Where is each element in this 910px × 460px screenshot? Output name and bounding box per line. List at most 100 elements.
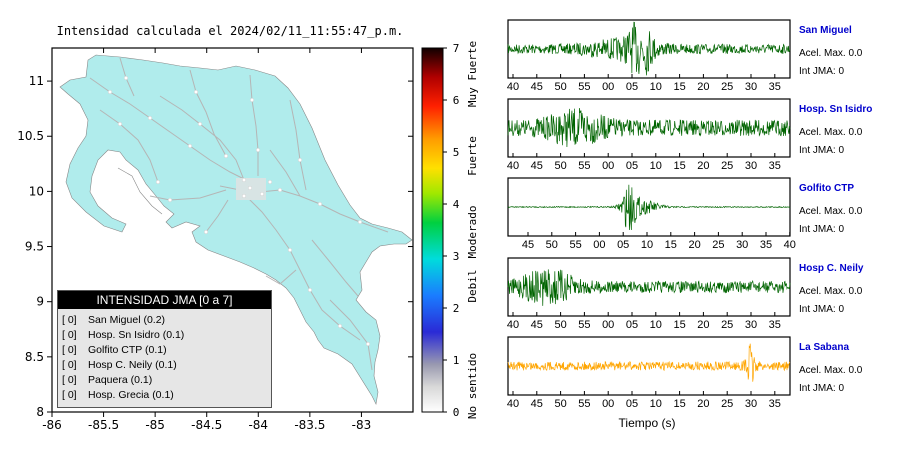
seismogram-trace — [507, 21, 791, 76]
map-y-tick-label: 9 — [36, 295, 44, 309]
trace-tick-label: 25 — [721, 160, 733, 172]
trace-tick-label: 40 — [507, 319, 519, 331]
map-x-tick-label: -85 — [145, 418, 165, 432]
map-x-tick-label: -84 — [248, 418, 268, 432]
colorbar-category-label: No sentido — [466, 353, 479, 419]
trace-tick-label: 05 — [626, 160, 638, 172]
seismogram-panel: 40 45 50 55 00 05 10 15 20 25 30 35 San Miguel Acel. … — [507, 19, 863, 93]
trace-tick-label: 35 — [769, 398, 781, 410]
map-y-axis: 11 10.5 10 9.5 9 8.5 8 — [17, 74, 413, 419]
map-title: Intensidad calculada el 2024/02/11_11:55… — [57, 24, 404, 38]
legend-item-name: San Miguel (0.2) — [88, 314, 166, 326]
trace-tick-label: 20 — [688, 239, 700, 251]
trace-station-name: San Miguel — [799, 25, 852, 36]
trace-tick-label: 20 — [697, 160, 709, 172]
trace-tick-label: 10 — [641, 239, 653, 251]
trace-tick-label: 10 — [650, 319, 662, 331]
trace-tick-label: 40 — [507, 398, 519, 410]
colorbar-tick-label: 3 — [453, 250, 460, 263]
colorbar-category-label: Debil — [466, 269, 479, 302]
trace-int-jma: Int JMA: 0 — [799, 304, 844, 315]
trace-accel-max: Acel. Max. 0.0 — [799, 286, 863, 297]
seismogram-panel: 40 45 50 55 00 05 10 15 20 25 30 35 Hosp C. Neily Ace… — [507, 257, 864, 331]
trace-int-jma: Int JMA: 0 — [799, 66, 844, 77]
trace-tick-label: 15 — [673, 81, 685, 93]
seismogram-panel: 40 45 50 55 00 05 10 15 20 25 30 35 La Sabana Acel. M… — [507, 336, 863, 410]
map-y-tick-label: 11 — [29, 74, 44, 88]
legend-item: [ 0] San Miguel (0.2) — [58, 313, 271, 328]
trace-tick-label: 00 — [602, 319, 614, 331]
seismogram-trace — [507, 343, 791, 382]
colorbar-ticks: 0 1 2 3 4 5 6 7 — [443, 42, 460, 419]
trace-tick-label: 35 — [769, 319, 781, 331]
trace-tick-label: 20 — [697, 81, 709, 93]
trace-tick-label: 15 — [673, 160, 685, 172]
seismogram-trace — [507, 184, 791, 230]
trace-tick-label: 25 — [712, 239, 724, 251]
colorbar-tick-label: 5 — [453, 146, 460, 159]
legend-item-level: [ 0] — [62, 389, 77, 401]
colorbar-category-label: Moderado — [466, 206, 479, 259]
trace-tick-label: 10 — [650, 398, 662, 410]
trace-accel-max: Acel. Max. 0.0 — [799, 206, 863, 217]
trace-tick-label: 45 — [531, 160, 543, 172]
legend-item-level: [ 0] — [62, 344, 77, 356]
legend-item-name: Paquera (0.1) — [88, 374, 153, 386]
trace-tick-label: 50 — [554, 81, 566, 93]
map-x-tick-label: -85.5 — [88, 418, 119, 432]
trace-tick-label: 25 — [721, 81, 733, 93]
trace-tick-label: 40 — [784, 239, 796, 251]
trace-tick-label: 55 — [578, 160, 590, 172]
trace-int-jma: Int JMA: 0 — [799, 383, 844, 394]
trace-tick-label: 55 — [578, 81, 590, 93]
costa-rica-land — [59, 54, 413, 405]
map-y-tick-label: 10.5 — [17, 129, 44, 143]
colorbar-tick-label: 4 — [453, 198, 460, 211]
trace-tick-label: 05 — [626, 398, 638, 410]
legend-item: [ 0] Hosp C. Neily (0.1) — [58, 358, 271, 373]
intensity-legend: INTENSIDAD JMA [0 a 7] [ 0] San Miguel (0… — [57, 290, 272, 408]
trace-tick-label: 50 — [554, 398, 566, 410]
map-x-tick-label: -83 — [352, 418, 372, 432]
trace-tick-label: 50 — [554, 319, 566, 331]
legend-item-name: Golfito CTP (0.1) — [88, 344, 167, 356]
trace-tick-label: 30 — [745, 160, 757, 172]
colorbar-tick-label: 6 — [453, 94, 460, 107]
trace-tick-label: 15 — [665, 239, 677, 251]
trace-tick-label: 55 — [569, 239, 581, 251]
city-markers — [107, 75, 371, 347]
seismogram-panel: 40 45 50 55 00 05 10 15 20 25 30 35 Hosp. Sn Isidro A… — [507, 98, 872, 172]
legend-item: [ 0] Paquera (0.1) — [58, 373, 271, 388]
traces-x-label: Tiempo (s) — [619, 416, 676, 430]
trace-tick-label: 20 — [697, 319, 709, 331]
seismogram-trace — [507, 269, 791, 306]
map-x-tick-label: -83.5 — [294, 418, 325, 432]
map-x-tick-label: -86 — [42, 418, 62, 432]
map-y-tick-label: 8.5 — [25, 350, 44, 364]
trace-tick-label: 05 — [617, 239, 629, 251]
trace-tick-label: 35 — [760, 239, 772, 251]
colorbar-tick-label: 0 — [453, 406, 460, 419]
trace-accel-max: Acel. Max. 0.0 — [799, 365, 863, 376]
trace-tick-label: 50 — [546, 239, 558, 251]
trace-tick-label: 20 — [697, 398, 709, 410]
trace-tick-label: 10 — [650, 160, 662, 172]
trace-tick-label: 15 — [673, 398, 685, 410]
map-x-axis: -86 -85.5 -85 -84.5 -84 -83.5 -83 — [42, 48, 371, 432]
trace-station-name: Hosp C. Neily — [799, 263, 864, 274]
trace-tick-label: 50 — [554, 160, 566, 172]
colorbar-category-label: Muy Fuerte — [466, 41, 479, 107]
legend-item-level: [ 0] — [62, 374, 77, 386]
trace-station-name: Hosp. Sn Isidro — [799, 104, 872, 115]
map-y-tick-label: 10 — [29, 184, 44, 198]
trace-tick-label: 35 — [769, 81, 781, 93]
trace-int-jma: Int JMA: 0 — [799, 145, 844, 156]
trace-tick-label: 25 — [721, 398, 733, 410]
legend-item: [ 0] Hosp. Grecia (0.1) — [58, 388, 271, 403]
legend-items: [ 0] San Miguel (0.2) [ 0] Hosp. Sn Isidro … — [58, 309, 271, 403]
colorbar-category-label: Fuerte — [466, 136, 479, 176]
colorbar-category-labels: No sentido Debil Moderado Fuerte Muy Fuerte — [466, 41, 479, 419]
map-x-tick-label: -84.5 — [191, 418, 222, 432]
legend-item: [ 0] Golfito CTP (0.1) — [58, 343, 271, 358]
